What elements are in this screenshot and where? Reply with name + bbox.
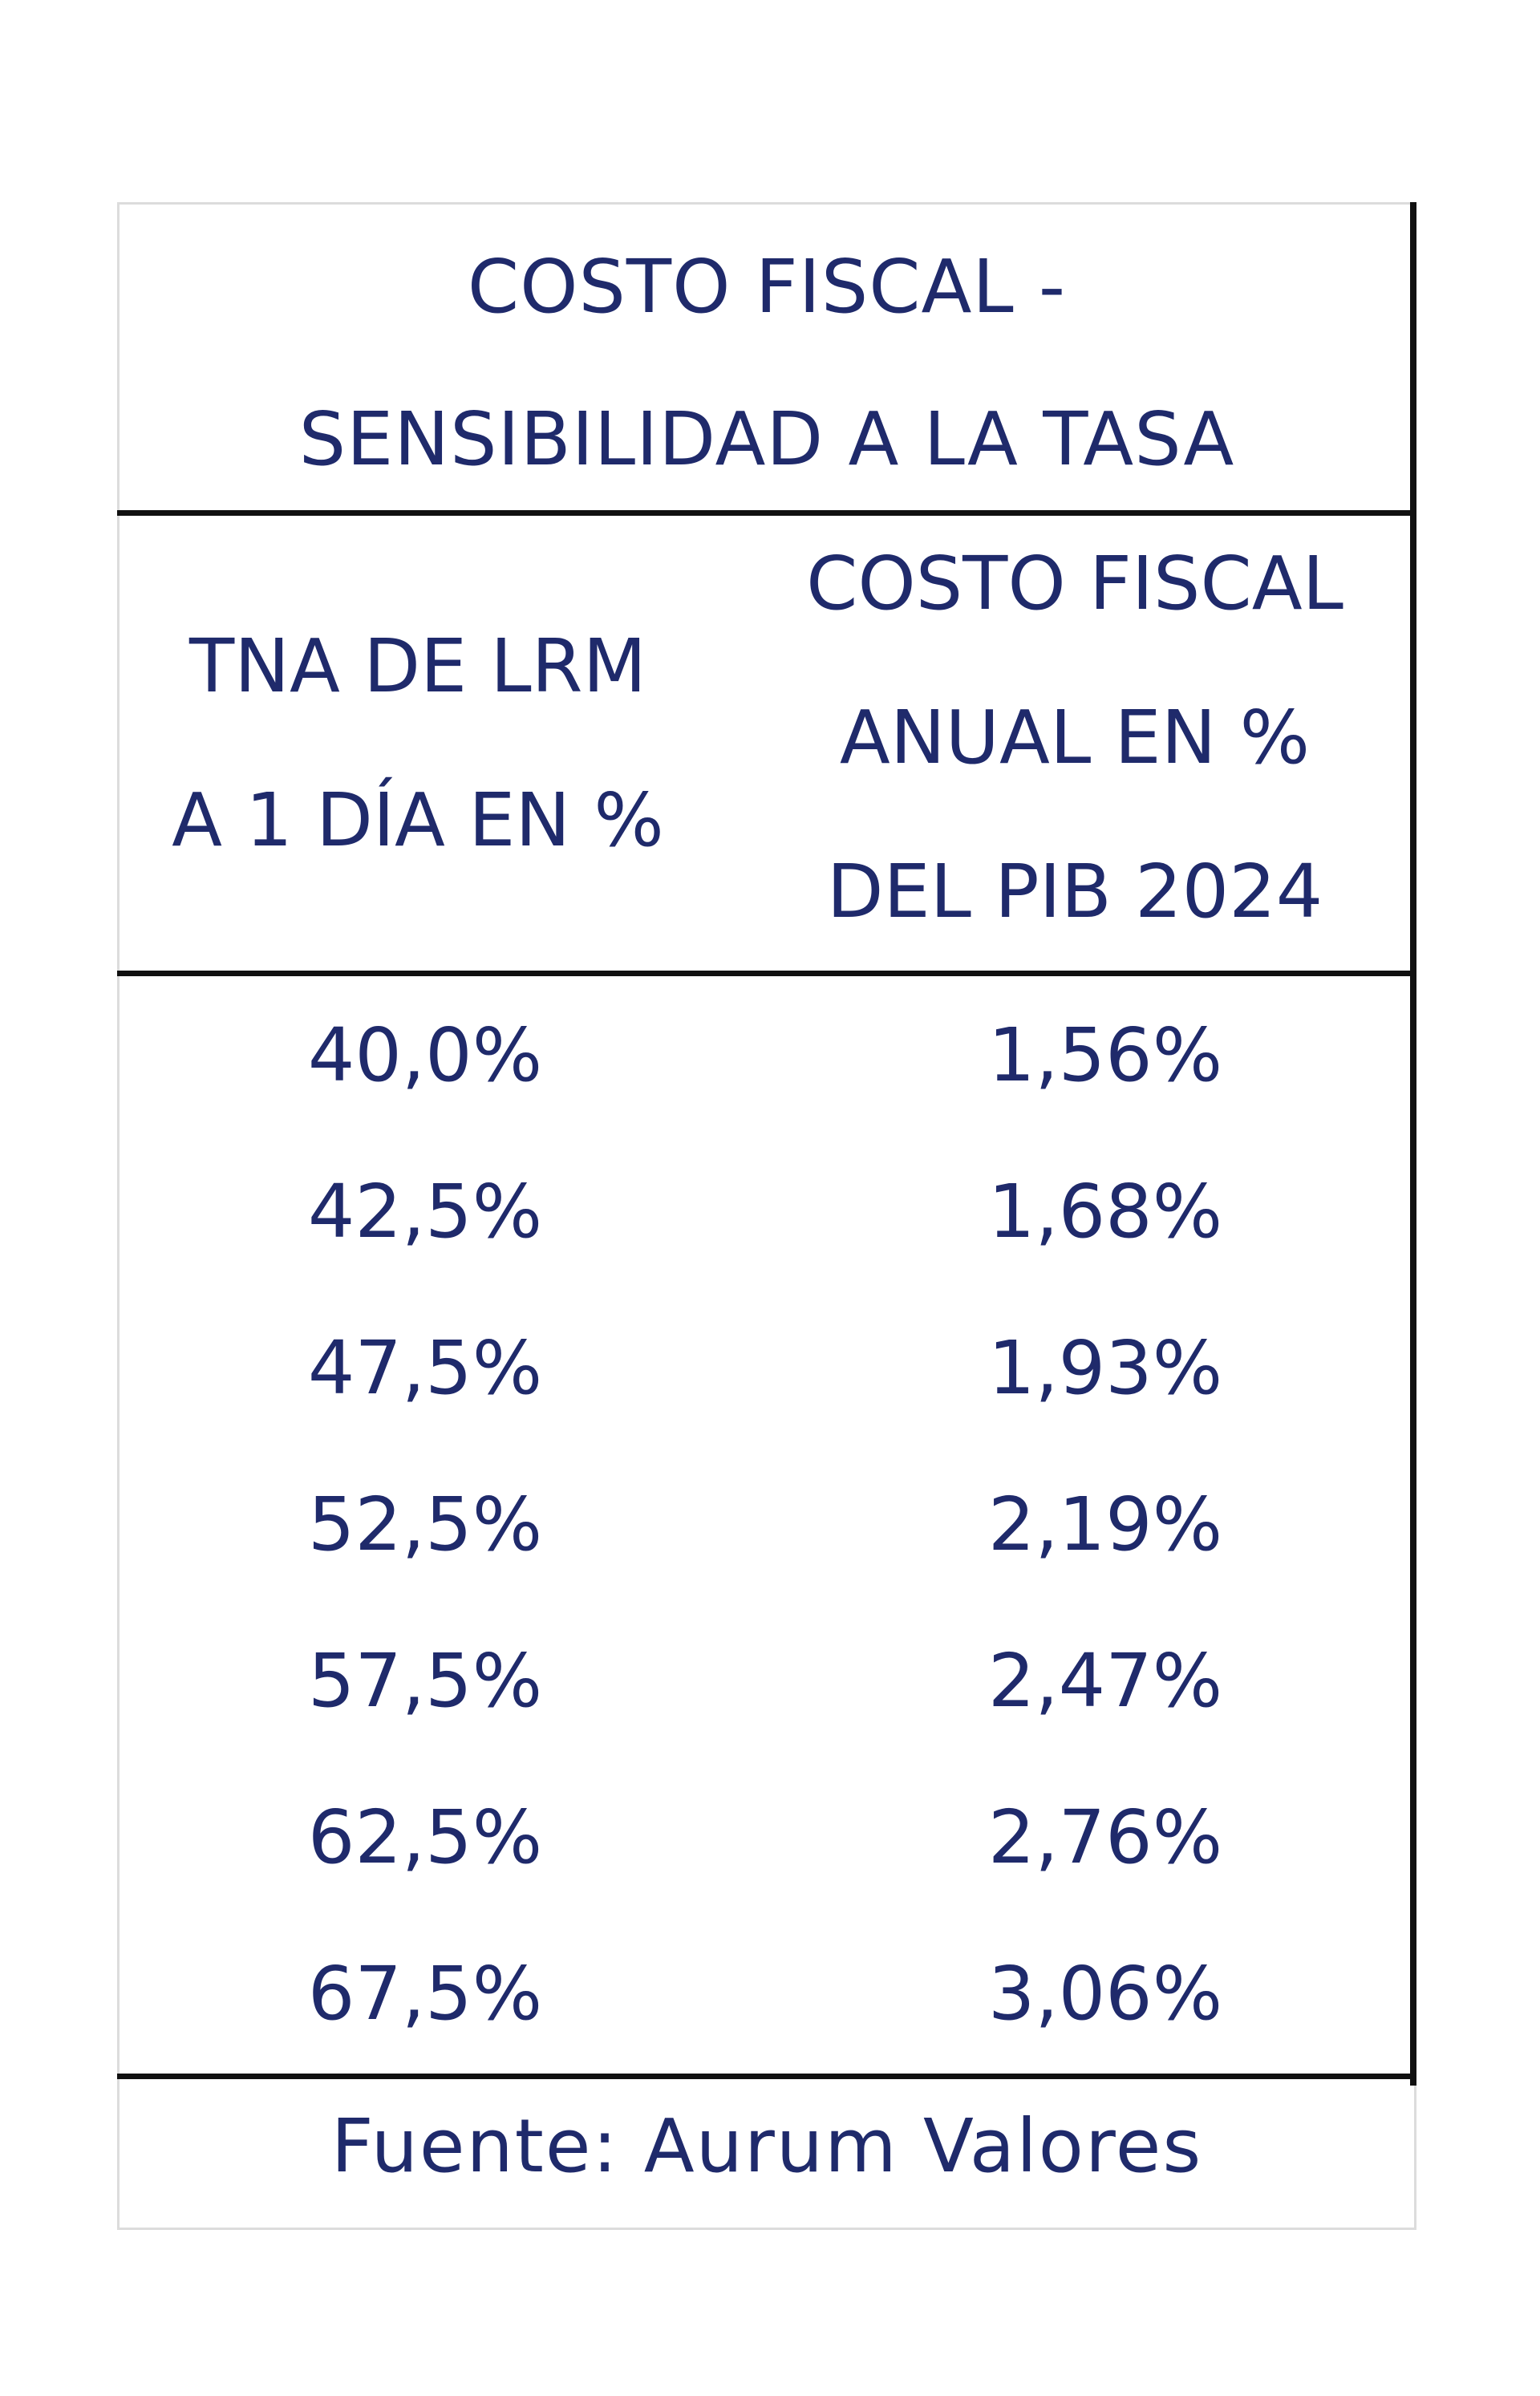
tna-cell: 67,5% [307, 1950, 543, 2037]
table-title-line-1: COSTO FISCAL - [467, 244, 1067, 330]
header-left-line-1: TNA DE LRM [189, 623, 646, 709]
table-right-rule [1410, 202, 1416, 2086]
table-row: 42,5% 1,68% [117, 1133, 1410, 1290]
costo-fiscal-cell: 3,06% [987, 1950, 1223, 2037]
costo-fiscal-cell: 2,19% [987, 1481, 1223, 1567]
data-table: 40,0% 1,56% 42,5% 1,68% 47,5% 1,93% 52,5… [117, 977, 1410, 2072]
header-right-line-1: COSTO FISCAL [806, 541, 1343, 626]
source-note: Fuente: Aurum Valores [330, 2103, 1203, 2189]
table-frame [117, 202, 1416, 2230]
tna-cell: 42,5% [307, 1168, 543, 1255]
header-right: COSTO FISCAL ANUAL EN % DEL PIB 2024 [738, 547, 1412, 929]
table-row: 57,5% 2,47% [117, 1603, 1410, 1759]
tna-cell: 57,5% [307, 1637, 543, 1724]
title-divider [117, 510, 1416, 516]
table-title-line-2: SENSIBILIDAD A LA TASA [298, 396, 1235, 482]
header-left: TNA DE LRM A 1 DÍA EN % [157, 630, 679, 857]
table-row: 52,5% 2,19% [117, 1446, 1410, 1603]
header-divider [117, 971, 1416, 976]
tna-cell: 62,5% [307, 1794, 543, 1880]
tna-cell: 40,0% [307, 1012, 543, 1098]
tna-cell: 47,5% [307, 1324, 543, 1411]
table-row: 47,5% 1,93% [117, 1290, 1410, 1446]
table-row: 62,5% 2,76% [117, 1759, 1410, 1916]
table-row: 40,0% 1,56% [117, 977, 1410, 1133]
costo-fiscal-cell: 2,76% [987, 1794, 1223, 1880]
footer-divider [117, 2074, 1416, 2079]
header-left-line-2: A 1 DÍA EN % [172, 777, 664, 863]
costo-fiscal-cell: 2,47% [987, 1637, 1223, 1724]
costo-fiscal-cell: 1,56% [987, 1012, 1223, 1098]
costo-fiscal-cell: 1,68% [987, 1168, 1223, 1255]
tna-cell: 52,5% [307, 1481, 543, 1567]
table-row: 67,5% 3,06% [117, 1916, 1410, 2072]
header-right-line-2: ANUAL EN % [839, 695, 1311, 780]
costo-fiscal-cell: 1,93% [987, 1324, 1223, 1411]
header-right-line-3: DEL PIB 2024 [826, 849, 1323, 934]
